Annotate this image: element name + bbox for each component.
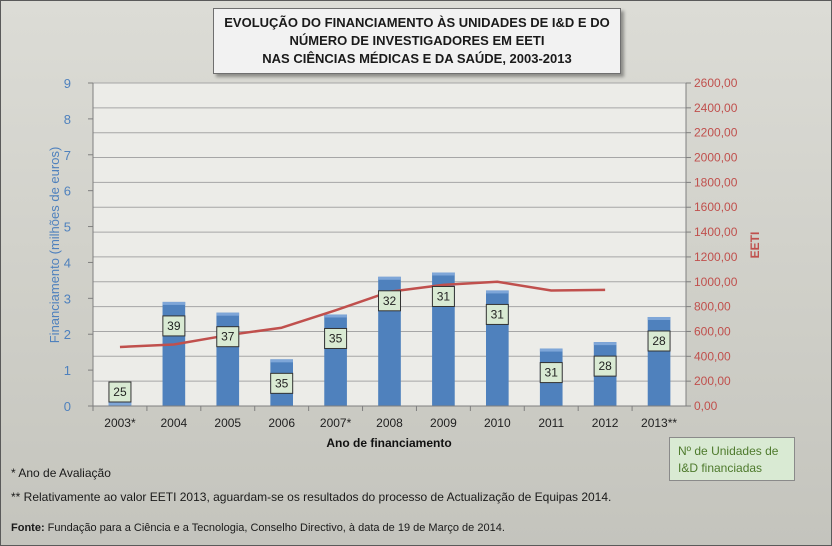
y2-tick-label: 1400,00 <box>694 225 738 239</box>
y2-tick-label: 1000,00 <box>694 275 738 289</box>
unit-count-badge <box>431 285 455 307</box>
x-tick-label: 2003* <box>104 416 136 430</box>
y-tick-label: 3 <box>64 291 71 306</box>
y2-tick-label: 800,00 <box>694 300 731 314</box>
x-tick-label: 2004 <box>161 416 188 430</box>
unit-count-label: 28 <box>598 359 612 373</box>
bar-highlight <box>485 290 509 294</box>
unit-count-label: 37 <box>221 330 235 344</box>
x-tick-label: 2005 <box>214 416 241 430</box>
unit-count-label: 31 <box>437 289 451 303</box>
bar-highlight <box>108 402 132 406</box>
source-label: Fonte: <box>11 522 45 534</box>
footnote-evaluation-year: * Ano de Avaliação <box>11 466 111 480</box>
unit-count-label: 32 <box>383 294 397 308</box>
bar-highlight <box>324 314 347 318</box>
legend-units: Nº de Unidades de I&D financiadas <box>669 437 795 481</box>
bar-highlight <box>539 348 563 352</box>
x-tick-label: 2013** <box>641 416 677 430</box>
axis-ticks: 0,00 200,00 400,00 600,00 800,00 1000,00 1200,… <box>64 76 738 430</box>
unit-count-label: 28 <box>652 334 666 348</box>
bar-highlight <box>162 301 186 305</box>
y-tick-label: 5 <box>64 220 71 235</box>
source-text: Fundação para a Ciência e a Tecnologia, … <box>44 522 505 534</box>
unit-count-labels: 25 39 37 35 35 32 31 31 31 28 28 <box>108 285 671 403</box>
unit-count-label: 35 <box>275 376 289 390</box>
bar <box>647 316 671 406</box>
y2-tick-label: 0,00 <box>694 399 718 413</box>
unit-count-badge <box>647 330 671 352</box>
title-line-2: NÚMERO DE INVESTIGADORES EM EETI <box>289 33 545 48</box>
footnote-eeti-2013: ** Relativamente ao valor EETI 2013, agu… <box>11 490 612 504</box>
y2-tick-label: 2200,00 <box>694 126 738 140</box>
bar-highlight <box>270 359 294 363</box>
y2-tick-label: 2000,00 <box>694 151 738 165</box>
unit-count-label: 39 <box>167 319 181 333</box>
y-tick-label: 0 <box>64 399 71 414</box>
title-line-3: NAS CIÊNCIAS MÉDICAS E DA SAÚDE, 2003-20… <box>262 51 572 66</box>
grid-lines <box>93 82 686 382</box>
y-tick-label: 8 <box>64 112 71 127</box>
unit-count-badge <box>270 372 294 394</box>
title-line-1: EVOLUÇÃO DO FINANCIAMENTO ÀS UNIDADES DE… <box>224 15 610 30</box>
unit-count-badge <box>324 327 348 349</box>
legend-line-2: I&D financiadas <box>678 461 763 475</box>
unit-count-label: 31 <box>491 307 505 321</box>
unit-count-label: 25 <box>113 385 127 399</box>
y2-tick-label: 1200,00 <box>694 250 738 264</box>
x-tick-label: 2009 <box>430 416 457 430</box>
legend-line-1: Nº de Unidades de <box>678 444 779 458</box>
y-axis-title: Financiamento (milhões de euros) <box>47 147 62 344</box>
bar-highlight <box>378 276 401 280</box>
x-tick-label: 2011 <box>538 416 564 430</box>
chart-title: EVOLUÇÃO DO FINANCIAMENTO ÀS UNIDADES DE… <box>213 8 621 74</box>
y-tick-label: 9 <box>64 76 71 91</box>
y2-tick-label: 1800,00 <box>694 175 738 189</box>
y2-tick-label: 1600,00 <box>694 200 738 214</box>
unit-count-badge <box>593 355 617 377</box>
y2-axis-title: EETI <box>748 232 762 259</box>
x-axis-title: Ano de financiamento <box>326 436 451 450</box>
y-tick-label: 7 <box>64 148 71 163</box>
eeti-line <box>119 280 606 349</box>
x-tick-label: 2012 <box>592 416 619 430</box>
y-tick-label: 1 <box>64 363 71 378</box>
y-tick-label: 6 <box>64 184 71 199</box>
x-tick-label: 2006 <box>268 416 295 430</box>
y2-tick-label: 200,00 <box>694 374 731 388</box>
unit-count-badge <box>378 290 401 312</box>
x-tick-label: 2008 <box>376 416 403 430</box>
bar-highlight <box>647 316 671 320</box>
x-tick-label: 2007* <box>320 416 352 430</box>
x-tick-label: 2010 <box>484 416 511 430</box>
bar-highlight <box>216 312 240 316</box>
y2-tick-label: 600,00 <box>694 324 731 338</box>
unit-count-badge <box>539 362 563 384</box>
unit-count-badge <box>108 381 132 403</box>
y-tick-label: 2 <box>64 327 71 342</box>
unit-count-label: 35 <box>329 331 343 345</box>
eeti-line-series <box>119 280 606 349</box>
bar-highlight <box>432 272 455 276</box>
unit-count-label: 31 <box>545 366 559 380</box>
y-tick-label: 4 <box>64 255 71 270</box>
source-note: Fonte: Fundação para a Ciência e a Tecno… <box>11 522 505 534</box>
unit-count-badge <box>162 315 186 337</box>
unit-count-badge <box>485 303 509 325</box>
y2-tick-label: 2600,00 <box>694 76 738 90</box>
unit-count-badge <box>216 326 240 348</box>
y2-tick-label: 400,00 <box>694 349 731 363</box>
y2-tick-label: 2400,00 <box>694 101 738 115</box>
bar-highlight <box>593 342 617 346</box>
